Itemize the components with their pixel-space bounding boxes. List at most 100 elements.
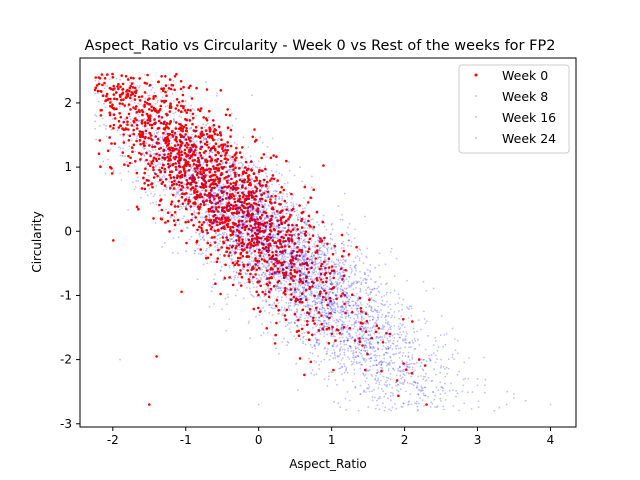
data-point — [176, 142, 179, 145]
data-point — [149, 180, 152, 183]
data-point — [175, 183, 178, 186]
data-point — [237, 219, 241, 223]
data-point — [144, 167, 147, 170]
data-point — [140, 95, 144, 98]
data-point — [125, 123, 127, 125]
data-point — [296, 389, 299, 391]
data-point — [112, 126, 115, 130]
data-point — [388, 332, 390, 335]
data-point — [104, 172, 107, 175]
data-point — [191, 153, 195, 156]
data-point — [233, 260, 236, 263]
data-point — [359, 309, 362, 311]
data-point — [294, 282, 297, 285]
data-point — [317, 268, 320, 270]
data-point — [145, 112, 149, 116]
data-point — [181, 202, 185, 205]
data-point — [379, 328, 382, 330]
data-point — [329, 297, 332, 300]
data-point — [271, 272, 274, 276]
data-point — [160, 183, 163, 186]
data-point — [160, 218, 164, 221]
data-point — [398, 310, 400, 312]
data-point — [259, 227, 261, 230]
data-point — [192, 161, 195, 164]
data-point — [318, 254, 320, 256]
data-point — [245, 243, 248, 245]
data-point — [206, 241, 209, 245]
data-point — [389, 303, 391, 306]
data-point — [391, 386, 394, 389]
data-point — [285, 266, 288, 270]
data-point — [360, 310, 363, 313]
data-point — [183, 151, 187, 155]
data-point — [423, 405, 425, 407]
data-point — [390, 247, 393, 250]
data-point — [275, 298, 279, 302]
data-point — [106, 149, 110, 153]
data-point — [368, 296, 371, 299]
data-point — [229, 264, 231, 267]
data-point — [299, 291, 301, 294]
data-point — [378, 408, 381, 411]
data-point — [359, 277, 362, 279]
data-point — [269, 230, 273, 233]
data-point — [266, 212, 269, 214]
data-point — [244, 237, 247, 240]
data-point — [249, 169, 251, 172]
data-point — [322, 316, 325, 318]
data-point — [194, 125, 198, 129]
data-point — [122, 135, 125, 138]
data-point — [336, 291, 339, 293]
data-point — [127, 128, 130, 131]
data-point — [389, 308, 392, 310]
data-point — [332, 368, 335, 372]
data-point — [276, 210, 278, 213]
data-point — [306, 201, 310, 204]
data-point — [273, 271, 277, 274]
data-point — [303, 373, 306, 377]
data-point — [247, 202, 251, 205]
data-point — [312, 316, 314, 319]
data-point — [324, 268, 327, 271]
data-point — [365, 368, 368, 370]
data-point — [352, 351, 355, 354]
data-point — [282, 276, 285, 278]
data-point — [212, 199, 215, 202]
data-point — [343, 308, 345, 311]
data-point — [371, 390, 373, 392]
data-point — [343, 363, 345, 365]
data-point — [217, 196, 221, 200]
data-point — [274, 278, 277, 281]
data-point — [358, 337, 361, 340]
data-point — [269, 232, 271, 235]
data-point — [200, 238, 202, 241]
data-point — [150, 89, 153, 91]
data-point — [189, 205, 193, 208]
data-point — [163, 184, 167, 187]
data-point — [162, 216, 164, 219]
data-point — [326, 247, 328, 250]
data-point — [334, 285, 337, 288]
data-point — [195, 190, 199, 194]
data-point — [198, 233, 201, 236]
data-point — [222, 149, 225, 153]
data-point — [294, 294, 296, 297]
data-point — [339, 367, 342, 370]
data-point — [401, 303, 404, 306]
data-point — [248, 266, 251, 269]
data-point — [351, 311, 354, 314]
data-point — [158, 141, 161, 144]
data-point — [276, 306, 279, 309]
data-point — [401, 382, 403, 385]
data-point — [137, 180, 140, 182]
data-point — [247, 192, 250, 195]
data-point — [228, 197, 231, 200]
data-point — [240, 201, 244, 204]
data-point — [253, 191, 256, 195]
data-point — [236, 259, 240, 263]
data-point — [261, 209, 263, 212]
data-point — [276, 164, 278, 166]
data-point — [237, 276, 239, 279]
data-point — [367, 326, 369, 329]
